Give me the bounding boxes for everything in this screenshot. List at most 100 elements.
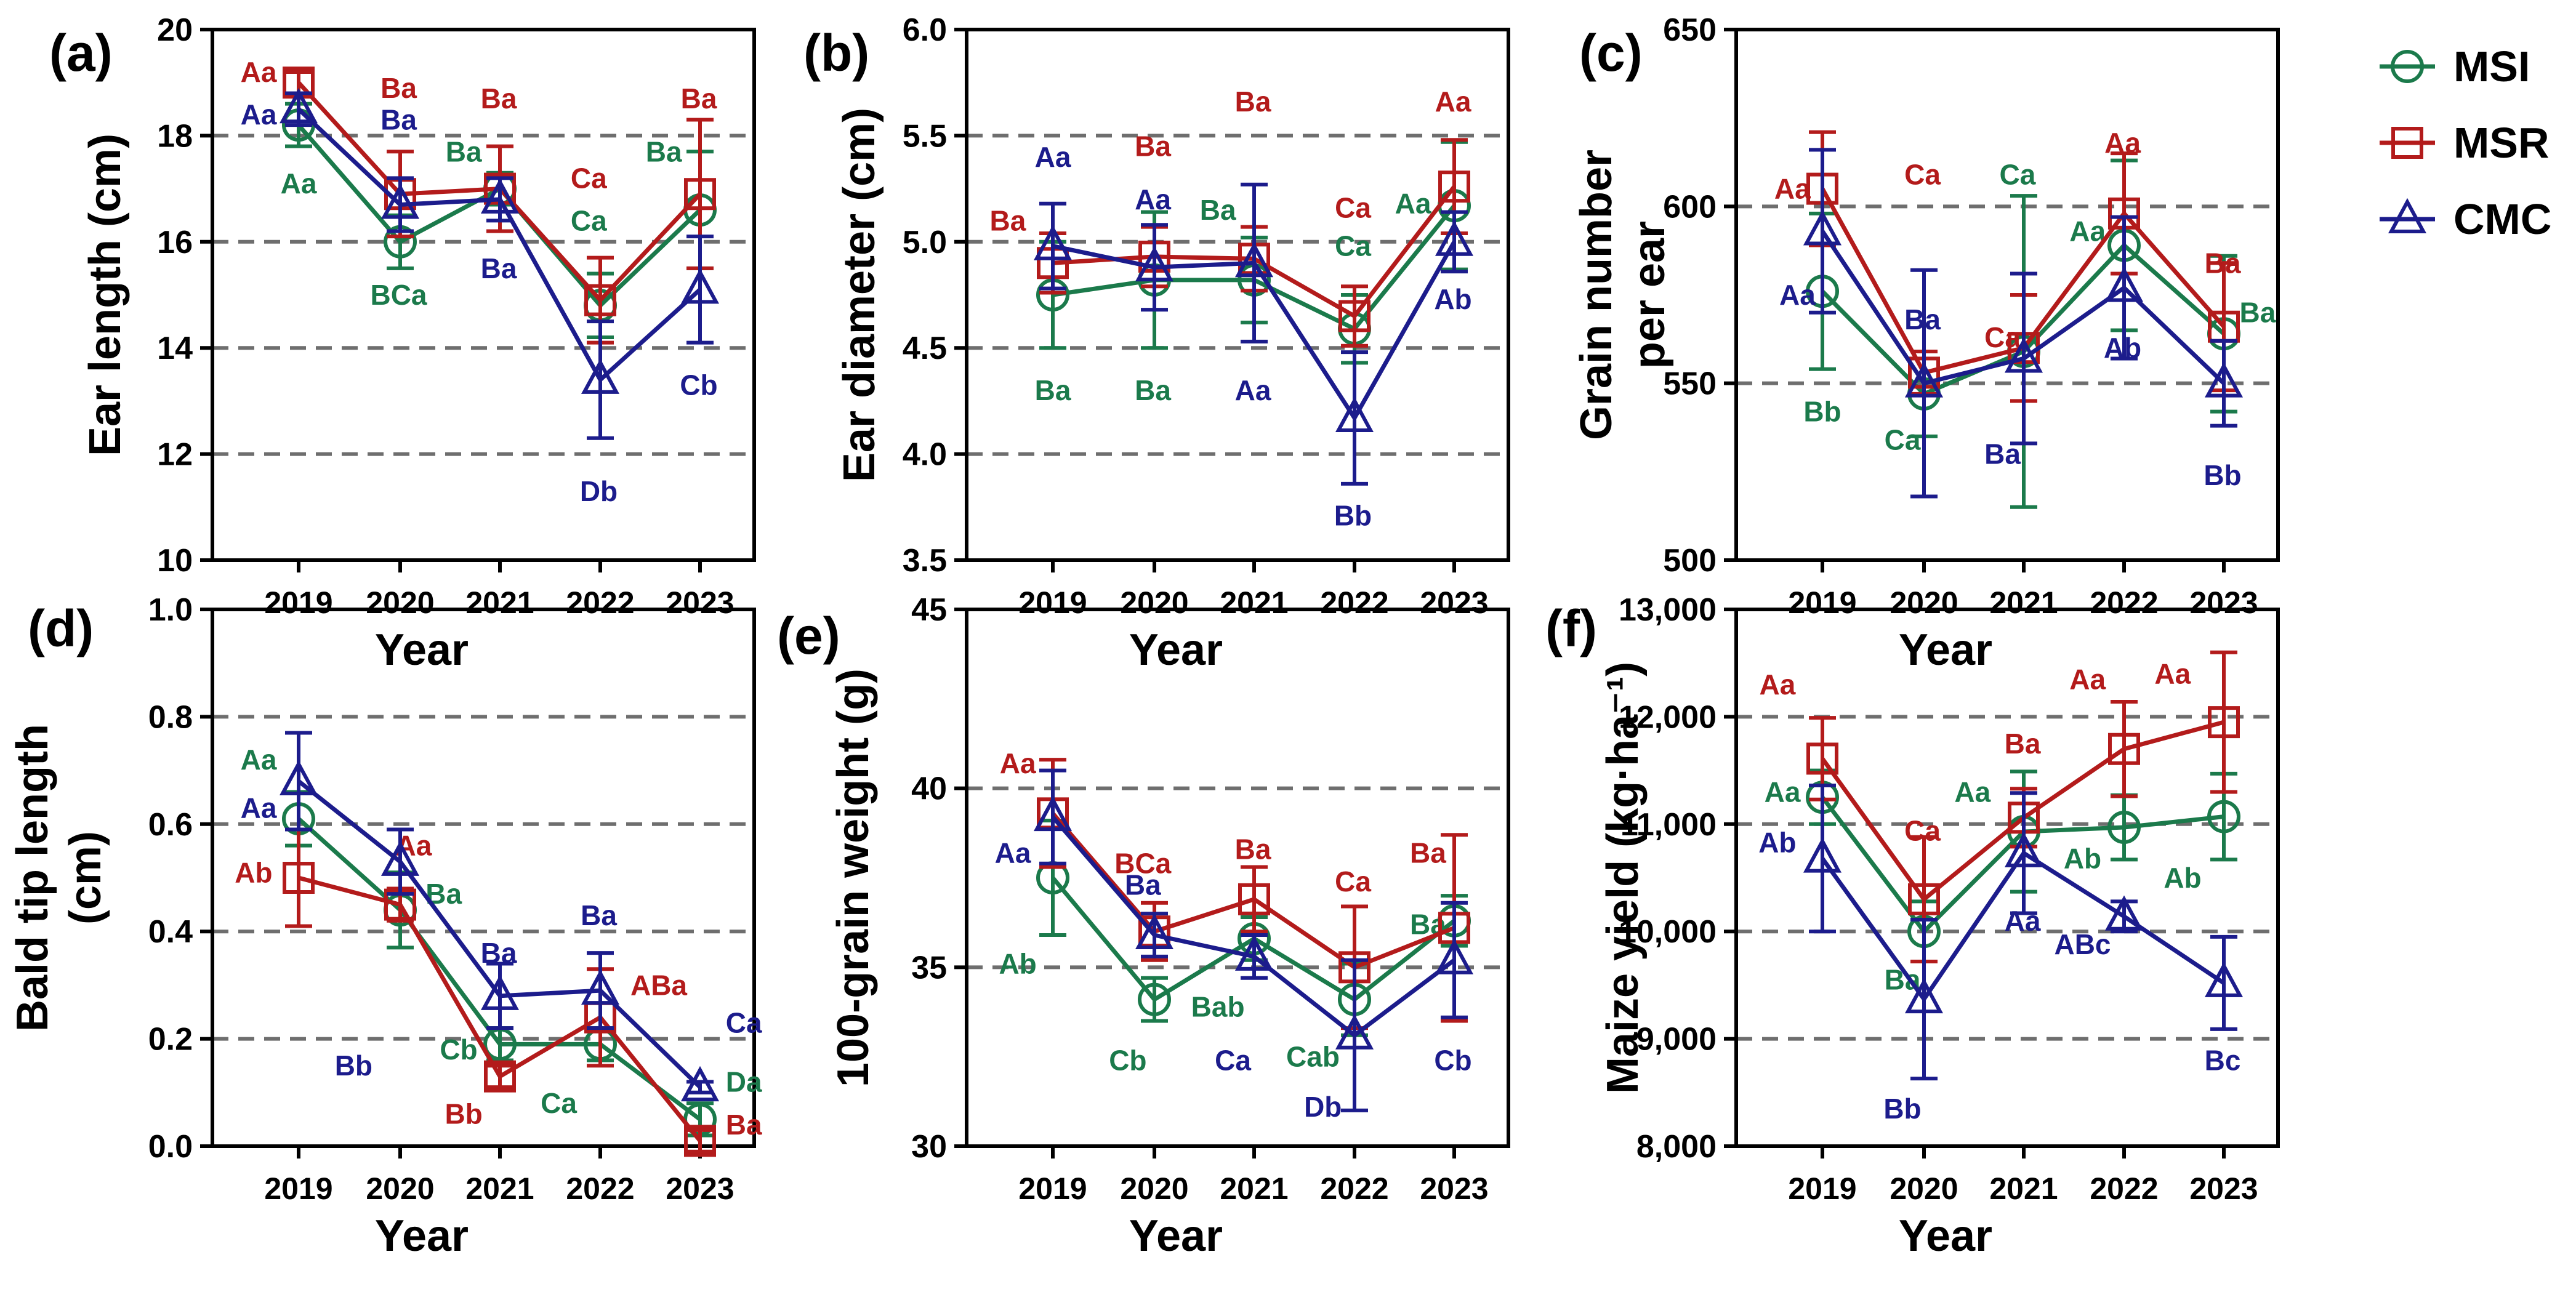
panel-label: (f) — [1545, 600, 1597, 657]
data-point-msr — [2208, 706, 2240, 739]
significance-label: Ca — [1904, 814, 1941, 846]
error-bar — [2010, 271, 2037, 446]
data-point-cmc — [2204, 362, 2244, 398]
significance-label: Ab — [235, 856, 272, 888]
x-tick-label: 2022 — [2090, 1171, 2158, 1206]
error-bar — [1141, 223, 1168, 312]
error-bar — [1910, 268, 1938, 499]
significance-label: Aa — [1235, 374, 1271, 406]
significance-label: Ab — [2104, 332, 2141, 364]
legend: MSI MSR CMC — [2380, 42, 2551, 243]
significance-label: Ba — [726, 1109, 762, 1141]
panel-d: 0.0 0.2 0.4 0.6 0.8 1.0 2019 2020 2021 2022 2023 Ye… — [8, 592, 762, 1261]
panel-a: 10 12 14 16 18 20 2019 2020 2021 2022 2023 Year (a) E… — [49, 12, 756, 675]
significance-label: Ca — [1904, 159, 1941, 191]
x-tick-label: 2023 — [666, 1171, 734, 1206]
significance-label: Cab — [1286, 1041, 1340, 1073]
significance-label: Ca — [1984, 321, 2021, 353]
significance-label: Cb — [440, 1034, 477, 1066]
significance-label: Bb — [335, 1050, 372, 1082]
x-tick-label: 2020 — [366, 585, 434, 620]
y-tick-label: 30 — [911, 1129, 947, 1165]
significance-label: Cb — [1109, 1044, 1146, 1076]
significance-label: Aa — [1759, 669, 1795, 701]
y-tick-label: 16 — [157, 225, 193, 260]
plot-frame — [965, 28, 1510, 562]
significance-label: Bb — [1803, 396, 1841, 428]
data-point-msr — [1908, 883, 1940, 915]
significance-label: Ba — [2205, 247, 2241, 279]
x-tick-label: 2020 — [1890, 1171, 1958, 1206]
panel-label: (c) — [1579, 24, 1643, 82]
plot-frame — [1734, 28, 2280, 562]
legend-marker-msr — [2391, 127, 2423, 159]
significance-label: Ba — [380, 104, 417, 136]
plot-frame — [1734, 608, 2280, 1148]
y-tick-label: 0.6 — [148, 807, 193, 843]
data-point-cmc — [1335, 396, 1374, 432]
x-tick-label: 2019 — [264, 1171, 332, 1206]
x-tick-label: 2023 — [2189, 585, 2258, 620]
x-tick-label: 2022 — [2090, 585, 2158, 620]
significance-label: Ba — [1135, 131, 1171, 163]
panel-label: (a) — [49, 24, 113, 82]
data-point-cmc — [480, 178, 520, 214]
data-point-cmc — [2104, 267, 2144, 302]
significance-label: Aa — [1035, 141, 1071, 173]
significance-label: Ba — [581, 899, 617, 931]
data-point-msi — [2207, 800, 2240, 833]
significance-label: Aa — [2069, 663, 2106, 695]
error-bar — [1341, 958, 1368, 1112]
y-axis-title: Ear diameter (cm) — [835, 108, 884, 482]
significance-label: Db — [1304, 1091, 1342, 1123]
data-point-cmc — [1335, 1014, 1374, 1050]
legend-label: MSR — [2453, 119, 2550, 167]
x-tick-label: 2023 — [1420, 1171, 1488, 1206]
significance-label: Ab — [1434, 283, 1471, 315]
data-point-cmc — [1135, 914, 1174, 950]
data-point-cmc — [1135, 246, 1174, 282]
x-tick-label: 2019 — [1788, 1171, 1856, 1206]
y-tick-label: 3.5 — [903, 543, 947, 579]
significance-label: Ca — [1215, 1044, 1251, 1076]
error-bar — [1341, 284, 1368, 348]
significance-label: Ba — [1235, 833, 1271, 865]
y-tick-label: 8,000 — [1636, 1129, 1717, 1165]
x-axis-title: Year — [375, 625, 469, 675]
y-tick-label: 10 — [157, 543, 193, 579]
x-tick-label: 2021 — [1220, 585, 1288, 620]
plot-frame — [965, 608, 1510, 1148]
y-tick-label: 600 — [1663, 189, 1717, 225]
significance-label: Aa — [241, 56, 277, 88]
significance-label: Aa — [2005, 905, 2041, 937]
error-bar — [2210, 650, 2237, 794]
data-point-cmc — [279, 760, 318, 796]
data-point-cmc — [1033, 225, 1073, 260]
data-point-cmc — [1904, 978, 1944, 1014]
y-tick-label: 14 — [157, 331, 193, 366]
x-axis-title: Year — [1899, 1211, 1992, 1261]
significance-label: Ab — [2064, 843, 2101, 875]
significance-label: Ba — [2005, 728, 2041, 760]
significance-label: Ba — [380, 72, 417, 104]
significance-label: Ba — [481, 252, 517, 284]
significance-label: Ba — [681, 82, 717, 114]
data-point-msi — [2107, 811, 2141, 845]
significance-label: Aa — [241, 98, 277, 131]
x-tick-label: 2023 — [1420, 585, 1488, 620]
x-axis-title: Year — [1899, 625, 1992, 675]
significance-label: Ca — [571, 204, 607, 236]
significance-label: Aa — [2069, 215, 2106, 247]
data-point-cmc — [2004, 337, 2043, 373]
x-tick-label: 2020 — [1890, 585, 1958, 620]
y-tick-label: 35 — [911, 950, 947, 986]
significance-label: ABc — [2054, 928, 2111, 960]
significance-label: Aa — [1954, 776, 1990, 808]
significance-label: Bb — [1883, 1093, 1921, 1125]
y-tick-label: 6.0 — [903, 12, 947, 48]
error-bar — [1910, 918, 1938, 1081]
x-tick-label: 2021 — [1989, 585, 2058, 620]
significance-label: ABa — [630, 969, 687, 1001]
y-axis-title: Grain number — [1572, 150, 1621, 440]
